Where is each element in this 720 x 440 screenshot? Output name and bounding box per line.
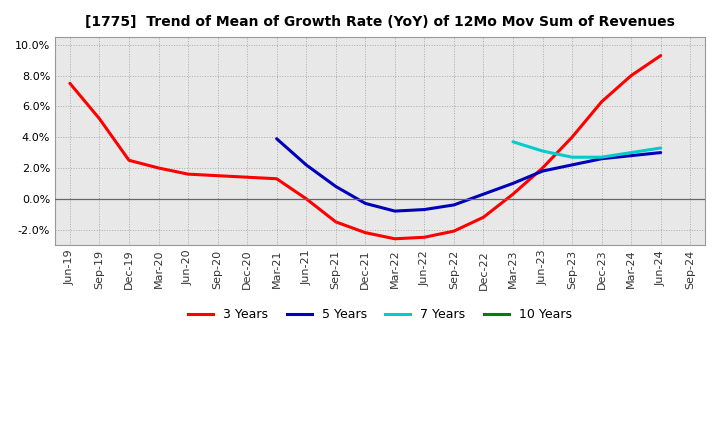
3 Years xyxy=(95,116,104,121)
5 Years xyxy=(390,209,399,214)
3 Years xyxy=(568,135,577,140)
7 Years xyxy=(568,154,577,160)
5 Years xyxy=(449,202,458,208)
3 Years xyxy=(627,73,636,78)
3 Years xyxy=(508,191,517,197)
3 Years xyxy=(657,53,665,58)
Title: [1775]  Trend of Mean of Growth Rate (YoY) of 12Mo Mov Sum of Revenues: [1775] Trend of Mean of Growth Rate (YoY… xyxy=(85,15,675,29)
7 Years xyxy=(539,148,547,154)
5 Years xyxy=(302,162,310,168)
7 Years xyxy=(508,139,517,144)
3 Years xyxy=(361,230,369,235)
3 Years xyxy=(449,228,458,234)
3 Years xyxy=(66,81,74,86)
3 Years xyxy=(272,176,281,181)
7 Years xyxy=(627,150,636,155)
5 Years xyxy=(627,153,636,158)
3 Years xyxy=(243,175,251,180)
5 Years xyxy=(598,156,606,161)
3 Years xyxy=(302,196,310,202)
5 Years xyxy=(331,184,340,189)
3 Years xyxy=(154,165,163,171)
3 Years xyxy=(479,215,487,220)
3 Years xyxy=(420,235,428,240)
5 Years xyxy=(657,150,665,155)
3 Years xyxy=(213,173,222,178)
3 Years xyxy=(390,236,399,242)
5 Years xyxy=(272,136,281,141)
5 Years xyxy=(420,207,428,212)
5 Years xyxy=(508,181,517,186)
3 Years xyxy=(184,172,192,177)
7 Years xyxy=(657,145,665,150)
Line: 5 Years: 5 Years xyxy=(276,139,661,211)
5 Years xyxy=(361,201,369,206)
5 Years xyxy=(539,169,547,174)
Line: 3 Years: 3 Years xyxy=(70,55,661,239)
Legend: 3 Years, 5 Years, 7 Years, 10 Years: 3 Years, 5 Years, 7 Years, 10 Years xyxy=(183,303,577,326)
7 Years xyxy=(598,154,606,160)
5 Years xyxy=(479,191,487,197)
3 Years xyxy=(125,158,133,163)
3 Years xyxy=(331,219,340,224)
3 Years xyxy=(539,165,547,171)
5 Years xyxy=(568,162,577,168)
Line: 7 Years: 7 Years xyxy=(513,142,661,157)
3 Years xyxy=(598,99,606,104)
